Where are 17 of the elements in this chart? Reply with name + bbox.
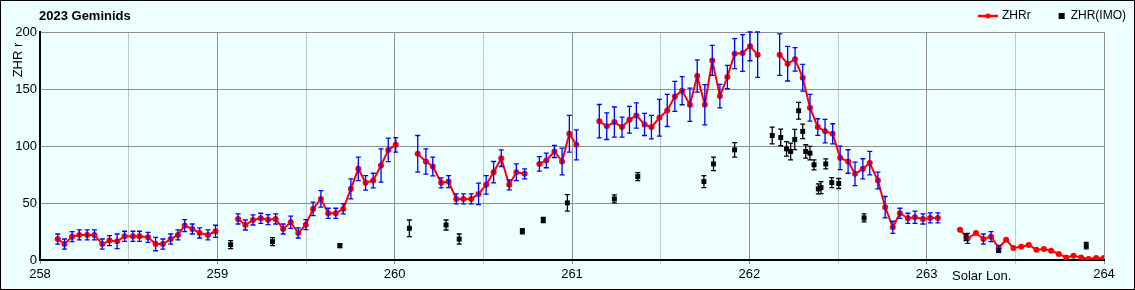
y-tick-label: 200 [15,23,37,39]
y-axis-title: ZHR r [9,42,25,78]
x-tick-label: 264 [1093,266,1115,282]
x-tick-label: 262 [738,266,761,282]
chart-title: 2023 Geminids [39,7,131,23]
legend-label: ZHR(IMO) [1070,8,1127,23]
x-axis-title: Solar Lon. [952,267,1012,283]
x-tick-label: 263 [915,266,938,282]
x-tick-label: 259 [206,266,229,282]
x-tick-label: 258 [29,266,51,282]
y-tick-label: 50 [22,194,37,210]
legend-label: ZHRr [1002,8,1031,23]
x-tick-label: 260 [383,266,406,282]
y-tick-label: 150 [15,80,37,96]
y-tick-label: 100 [15,137,37,153]
y-tick-label: 0 [29,251,37,267]
x-tick-label: 261 [561,266,583,282]
